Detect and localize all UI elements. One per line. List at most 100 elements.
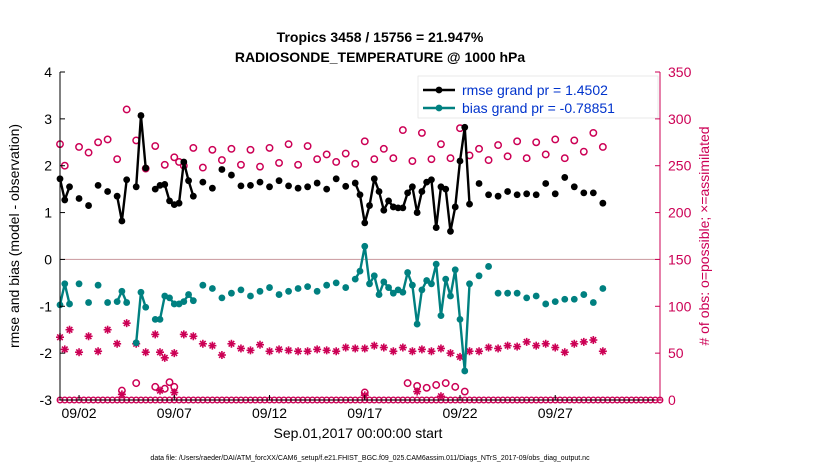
bias-point	[275, 291, 283, 298]
rmse-point	[447, 227, 454, 235]
obs-possible-point	[503, 152, 512, 161]
rmse-point	[380, 206, 388, 214]
legend-box	[417, 75, 659, 119]
obs-possible-point	[151, 382, 160, 391]
obs-assimilated-point	[446, 349, 455, 358]
rmse-point	[513, 191, 521, 199]
obs-assimilated-point	[208, 341, 217, 350]
obs-assimilated-point	[275, 345, 284, 354]
obs-possible-point	[451, 382, 460, 391]
obs-possible-point	[403, 379, 412, 388]
obs-possible-point	[94, 138, 103, 147]
bias-point	[75, 280, 83, 288]
rmse-point	[351, 179, 359, 187]
rmse-point	[189, 192, 197, 200]
rmse-point	[551, 190, 559, 198]
legend-bias-label: bias grand pr = -0.78851	[462, 100, 615, 116]
obs-assimilated-point-stroke	[370, 342, 378, 350]
y-left-tick-label: 4	[44, 64, 52, 80]
bias-point	[532, 292, 540, 300]
bias-series-layer	[56, 242, 607, 375]
obs-assimilated-point	[103, 325, 112, 334]
obs-possible-point	[551, 135, 560, 144]
obs-assimilated-point	[75, 348, 84, 357]
left-y-axis-label: rmse and bias (model - observation)	[6, 124, 22, 348]
rmse-point	[599, 199, 607, 207]
bias-point	[228, 289, 235, 297]
obs-assimilated-point-stroke	[199, 340, 207, 348]
obs-assimilated-point	[84, 332, 93, 341]
bias-point	[551, 298, 559, 305]
obs-assimilated-point	[398, 343, 407, 352]
obs-possible-point	[208, 145, 217, 154]
rmse-point	[332, 175, 340, 183]
tick-layer: 09/02 09/07 09/12 09/17 09/22 09/27 -3 -2 -1 0 1 2 3…	[40, 64, 692, 421]
bias-point	[580, 291, 588, 298]
obs-assimilated-point-stroke	[61, 346, 69, 353]
bias-point	[370, 272, 378, 280]
bias-point	[85, 299, 92, 306]
obs-possible-point	[437, 140, 445, 149]
obs-assimilated-point-stroke	[323, 346, 331, 354]
rmse-point	[394, 204, 402, 212]
obs-possible-point	[513, 137, 522, 146]
obs-assimilated-point	[303, 347, 312, 356]
x-tick-label: 09/22	[442, 405, 477, 421]
obs-possible-point	[360, 137, 369, 146]
data-file-footer: data file: /Users/raeder/DAI/ATM_forcXX/…	[150, 455, 590, 462]
obs-assimilated-point	[370, 341, 379, 350]
obs-assimilated-point	[341, 343, 350, 352]
rmse-point	[285, 182, 292, 190]
obs-assimilated-point	[560, 348, 569, 357]
y-left-tick-label: 2	[44, 158, 52, 174]
obs-assimilated-point-stroke	[513, 343, 521, 350]
obs-possible-point	[589, 128, 598, 137]
rmse-point	[475, 180, 483, 187]
obs-assimilated-point	[198, 339, 207, 348]
rmse-point	[137, 112, 145, 119]
y-right-tick-label: 350	[668, 64, 692, 80]
obs-assimilated-point	[65, 325, 74, 334]
obs-assimilated-point	[417, 345, 426, 354]
rmse-point	[428, 176, 435, 184]
obs-assimilated-point-stroke	[151, 331, 159, 338]
rmse-point	[370, 175, 378, 183]
obs-assimilated-point-stroke	[361, 345, 369, 352]
obs-assimilated-point-stroke	[94, 347, 102, 355]
bias-point	[351, 275, 359, 283]
obs-assimilated-point-stroke	[304, 347, 311, 355]
rmse-point	[275, 177, 283, 185]
obs-assimilated-point-stroke	[399, 344, 407, 351]
bias-point	[466, 280, 473, 288]
obs-assimilated-point-stroke	[351, 345, 359, 352]
rmse-point	[151, 185, 159, 193]
bias-point	[94, 281, 102, 289]
bias-point	[185, 291, 192, 298]
obs-assimilated-point	[332, 347, 341, 356]
rmse-point	[580, 189, 588, 197]
bias-point	[442, 275, 450, 283]
obs-possible-point	[284, 140, 293, 149]
obs-assimilated-point	[379, 343, 388, 352]
bias-point	[389, 289, 397, 297]
obs-possible-point	[494, 141, 503, 150]
obs-possible-point	[560, 154, 569, 163]
y-right-tick-label: 300	[668, 111, 692, 127]
bias-point	[151, 316, 159, 323]
bias-point	[170, 300, 178, 308]
obs-assimilated-point	[589, 336, 598, 345]
bias-point	[342, 284, 350, 291]
obs-possible-point	[427, 155, 436, 164]
bias-point	[418, 286, 426, 294]
rmse-point	[442, 185, 450, 193]
obs-assimilated-point-stroke	[428, 347, 435, 355]
obs-assimilated-point-stroke	[218, 351, 226, 359]
obs-assimilated-point	[456, 352, 464, 361]
bias-point	[66, 300, 73, 308]
rmse-point	[104, 188, 112, 195]
bias-point	[494, 289, 502, 297]
obs-assimilated-point	[598, 347, 607, 356]
rmse-point	[247, 181, 254, 189]
obs-possible-point	[370, 155, 379, 164]
